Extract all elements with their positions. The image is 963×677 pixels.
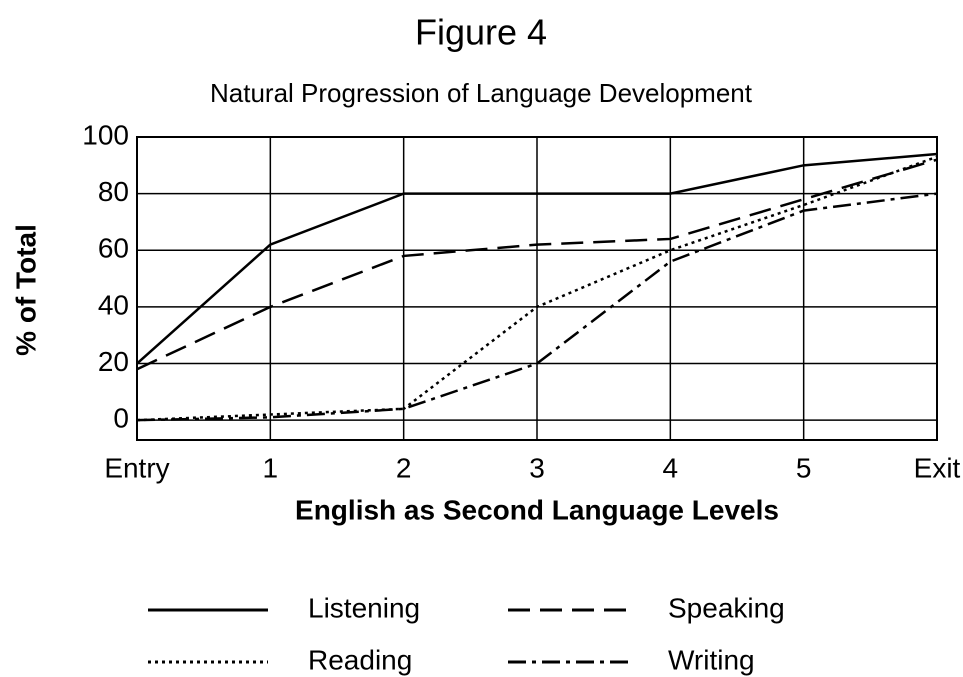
chart-subtitle: Natural Progression of Language Developm… xyxy=(210,78,753,108)
legend-label: Reading xyxy=(308,644,412,675)
x-tick-label: 2 xyxy=(396,452,412,483)
y-tick-label: 60 xyxy=(98,233,129,264)
line-series xyxy=(136,152,938,365)
line-series xyxy=(136,155,938,422)
y-tick-label: 0 xyxy=(113,403,129,434)
legend-label: Writing xyxy=(668,644,755,675)
y-axis-label: % of Total xyxy=(10,224,41,356)
y-tick-label: 80 xyxy=(98,176,129,207)
x-tick-label: Entry xyxy=(104,452,169,483)
x-tick-label: Exit xyxy=(914,452,961,483)
plot-frame xyxy=(136,136,938,441)
x-tick-label: 5 xyxy=(796,452,812,483)
x-axis-label: English as Second Language Levels xyxy=(295,494,779,525)
legend-label: Speaking xyxy=(668,592,785,623)
y-tick-label: 40 xyxy=(98,289,129,320)
y-tick-label: 100 xyxy=(82,119,129,150)
x-tick-label: 1 xyxy=(263,452,279,483)
x-tick-label: 4 xyxy=(663,452,679,483)
line-series xyxy=(136,192,938,422)
legend-label: Listening xyxy=(308,592,420,623)
chart-title: Figure 4 xyxy=(415,12,547,53)
x-tick-label: 3 xyxy=(529,452,545,483)
line-series xyxy=(136,158,938,371)
y-tick-label: 20 xyxy=(98,346,129,377)
